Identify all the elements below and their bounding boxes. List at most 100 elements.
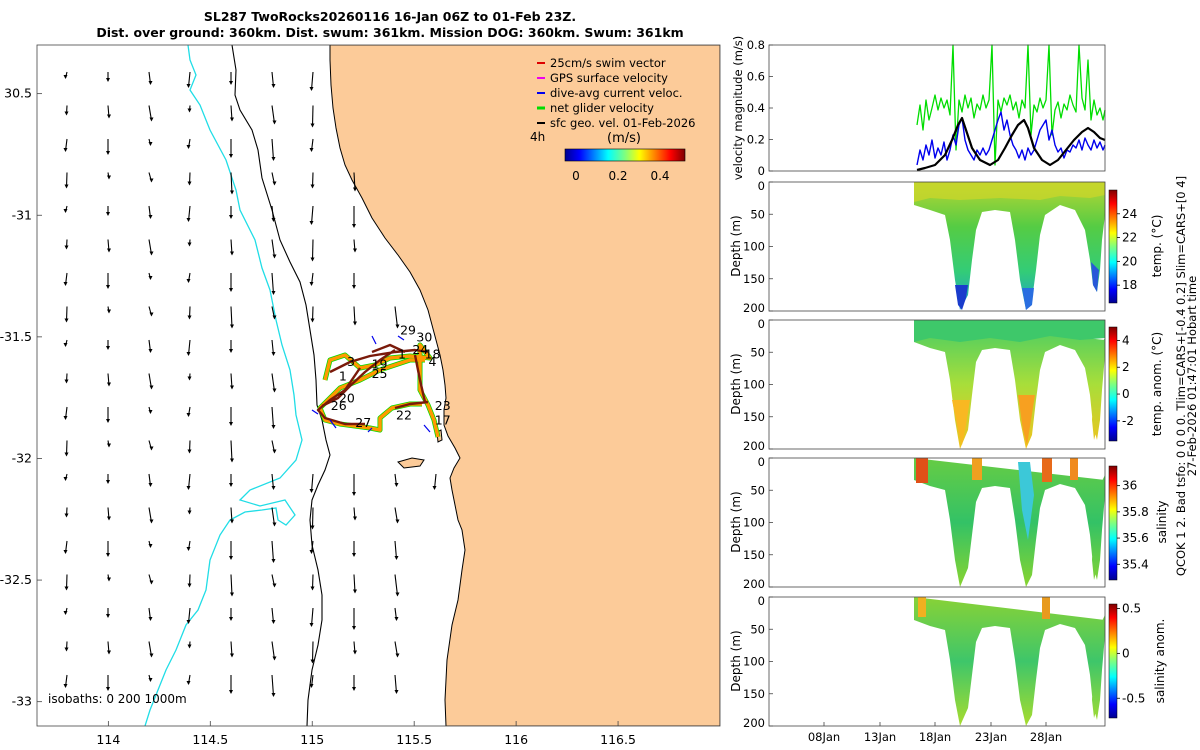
vector-shaft [230,172,233,194]
vector-head [272,388,277,393]
depth-tick-label: 50 [750,207,765,221]
vector-head [271,486,276,490]
depth-tick-label: 200 [743,716,765,730]
vector-head [107,577,111,582]
sanom-cbar-ticks: 0.5 0 -0.5 [1117,601,1145,705]
tanom-warm-1 [952,400,970,445]
track-swim-vector [316,343,429,426]
vector-head [107,248,111,253]
vector-head [64,452,69,457]
vector-head [186,352,191,356]
track-day-label: 1 [339,369,347,384]
colorbar-tick-04: 0.4 [650,169,669,183]
vector-head [230,519,234,524]
legend-swim: 25cm/s swim vector [550,56,666,70]
vector-head [149,178,154,183]
vector-head [353,650,357,655]
vector-head [271,559,276,563]
vector-head [106,480,110,484]
depth-tick-label: 100 [743,378,765,392]
vector-head [310,257,315,262]
depth-tick-label: 200 [743,301,765,315]
track-day-label: 20 [339,391,355,406]
vector-head [271,352,276,356]
isobaths-label: isobaths: 0 200 1000m [48,692,187,706]
series-dive-avg-current [916,111,1106,166]
vector-head [229,556,233,560]
vector-head [148,349,153,353]
vector-head [148,142,153,146]
vector-head [352,224,356,228]
vector-head [309,282,314,286]
depth-ticks: 0 50 100 150 200 [743,179,773,315]
track-day-label: 22 [396,408,412,423]
vector-head [149,251,154,256]
track-day-label: 29 [400,322,416,337]
vector-head [230,251,234,256]
vector-head [353,321,357,326]
temp-colorbar [1108,189,1118,304]
date-ticks: 08Jan 13Jan 18Jan 23Jan 28Jan [808,722,1062,744]
vector-head [352,553,356,557]
tanom-warm-2 [1018,395,1035,445]
tanom-surface [914,320,1105,342]
velocity-ticks: 0 0.2 0.4 0.6 0.8 [747,38,773,178]
vector-head [148,215,153,219]
vector-head [64,245,69,250]
map-axes: 114 114.5 115 115.5 116 116.530.5-31-31.5-32-… [0,86,636,747]
vector-head [148,678,153,682]
vector-head [230,653,234,658]
depth-tick-label: 0 [758,179,765,193]
vector-head [272,656,277,661]
vector-head [272,315,277,320]
temp-ylabel: Depth (m) [729,215,743,276]
vector-head [352,492,356,496]
map-xtick-label: 116.5 [600,732,636,747]
vector-head [352,285,356,289]
vector-head [230,385,234,390]
vector-head [148,483,153,487]
date-tick-label: 28Jan [1030,730,1062,744]
vector-head [395,324,400,329]
cbar-tick-label: 35.4 [1122,557,1149,571]
depth-tick-label: 50 [750,345,765,359]
vector-head [229,154,233,158]
vector-head [63,684,68,688]
vector-head [149,653,154,658]
vector-head [394,483,399,487]
tanom-cbar-label: temp. anom. (°C) [1150,332,1164,436]
vector-head [64,184,69,189]
sal-cbar-ticks: 36 35.8 35.6 35.4 [1117,479,1149,571]
vector-head [149,385,154,390]
cbar-tick-label: 0 [1122,387,1130,401]
track-day-label: 27 [355,415,371,430]
vel-ytick-label: 0 [758,164,765,178]
depth-tick-label: 150 [743,272,765,286]
vector-head [106,346,110,350]
vector-head [63,282,68,286]
track-day-label: 23 [435,398,451,413]
track-day-label: 19 [372,356,388,371]
legend-gps: GPS surface velocity [550,71,668,85]
date-tick-label: 23Jan [975,730,1007,744]
tanom-ylabel: Depth (m) [729,353,743,414]
vector-head [272,522,277,527]
vector-head [353,589,357,594]
vector-head [187,510,192,515]
salinity-panel: Depth (m) salinity 36 35.8 35.6 35.4 [729,457,1169,588]
vector-head [309,148,314,152]
vector-head [310,659,315,664]
vector-head [149,312,154,317]
vector-head [187,181,192,186]
vector-head [272,449,277,454]
map-xtick-label: 114.5 [192,732,228,747]
temp-anom-panel: Depth (m) temp. anom. (°C) 4 2 0 -2 [729,319,1164,450]
vector-head [186,620,191,624]
vector-head [64,111,69,116]
vector-head [229,288,233,292]
vector-head [271,291,276,295]
vector-head [229,422,233,426]
map-xtick-label: 114 [96,732,120,747]
cbar-tick-label: 35.8 [1122,505,1149,519]
